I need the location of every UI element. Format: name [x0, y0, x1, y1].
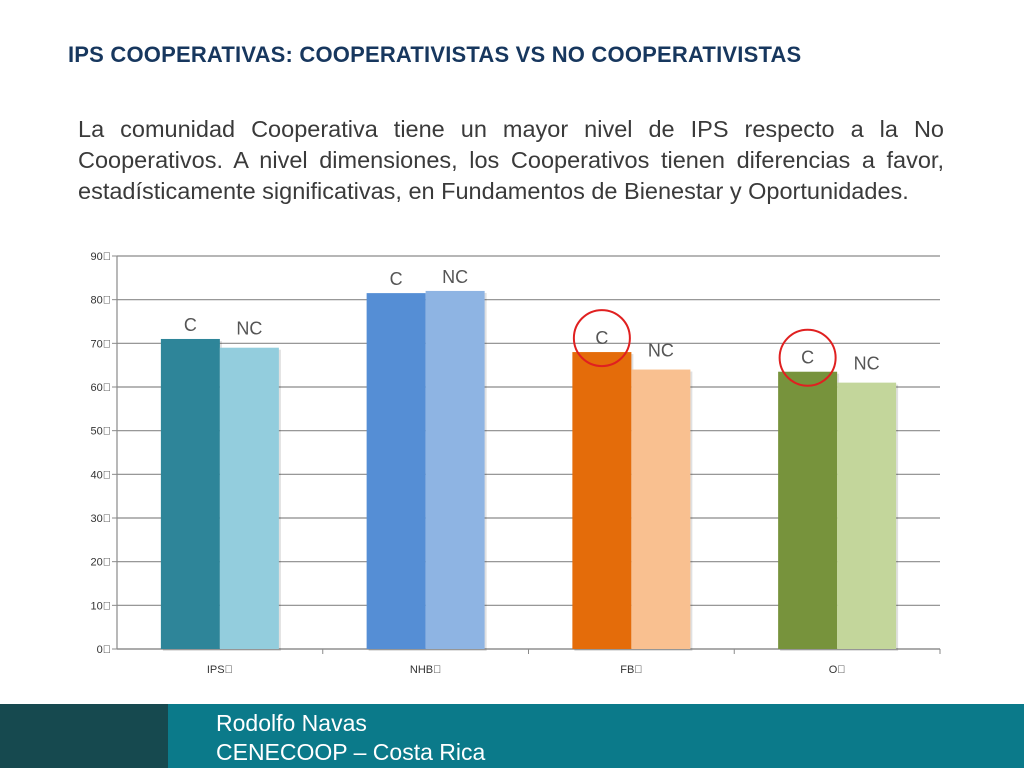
footer-organization: CENECOOP – Costa Rica: [216, 739, 486, 765]
y-tick-label: 50 : [91, 426, 112, 438]
bar-c-2: [366, 293, 426, 649]
y-tick-label: 0 : [97, 644, 111, 656]
bar-label: NC: [648, 341, 674, 361]
slide-description: La comunidad Cooperativa tiene un mayor …: [78, 116, 944, 204]
y-tick-label: 20 : [91, 557, 112, 569]
highlight-circle: [778, 328, 837, 387]
footer-accent-block: [0, 704, 168, 768]
bar-label: NC: [854, 354, 880, 374]
bar-label: C: [801, 348, 814, 368]
x-tick-label: NHB : [410, 664, 441, 676]
y-tick-label: 40 : [91, 469, 112, 481]
bar-label: C: [184, 315, 197, 335]
bar-label: C: [390, 269, 403, 289]
bar-nc-2: [425, 290, 485, 649]
y-tick-label: 80 : [91, 295, 112, 307]
footer-text: Rodolfo Navas CENECOOP – Costa Rica: [216, 709, 485, 767]
slide-title: IPS COOPERATIVAS: COOPERATIVISTAS VS NO …: [68, 42, 802, 67]
bar-c-3: [572, 352, 632, 649]
x-tick-label: O : [829, 664, 846, 676]
y-tick-label: 30 : [91, 513, 112, 525]
footer-author: Rodolfo Navas: [216, 710, 367, 736]
bar-label: NC: [236, 319, 262, 339]
y-tick-label: 90 : [91, 251, 112, 263]
bar-label: C: [595, 328, 608, 348]
highlight-circle: [572, 309, 631, 368]
bar-c-4: [778, 371, 838, 649]
x-tick-label: FB : [620, 664, 642, 676]
y-tick-label: 10 : [91, 600, 112, 612]
bar-label: NC: [442, 267, 468, 287]
y-tick-label: 60 : [91, 382, 112, 394]
y-tick-label: 70 : [91, 338, 112, 350]
bar-nc-4: [837, 382, 897, 649]
bar-nc-3: [631, 369, 691, 649]
bar-chart: 0  10  20  30  40  50  60  70  80  90  IPS  C NC NHB …: [91, 251, 941, 676]
bar-c-1: [160, 338, 220, 649]
footer-bar: Rodolfo Navas CENECOOP – Costa Rica: [0, 704, 1024, 768]
bar-nc-1: [219, 347, 279, 649]
x-tick-label: IPS : [207, 664, 233, 676]
